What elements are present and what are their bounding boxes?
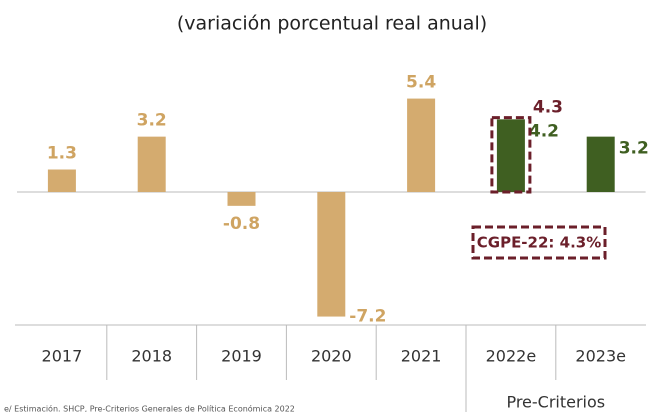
chart-title: (variación porcentual real anual): [177, 13, 487, 35]
value-label: -0.8: [223, 214, 260, 234]
bar: [586, 136, 615, 192]
cgpe-value-label: 4.3: [533, 98, 563, 118]
x-tick-label: 2020: [311, 347, 352, 366]
bar: [407, 98, 436, 192]
cgpe-box: [471, 225, 607, 260]
source-note: e/ Estimación. SHCP, Pre-Criterios Gener…: [4, 404, 295, 412]
value-label: 3.2: [619, 139, 649, 159]
bar: [227, 192, 256, 206]
value-label: 3.2: [137, 111, 167, 131]
value-label: -7.2: [349, 307, 386, 327]
group-label: Pre-Criterios: [506, 393, 605, 412]
x-tick-label: 2017: [42, 347, 83, 366]
bar: [137, 136, 166, 192]
value-label: 1.3: [47, 144, 77, 164]
value-label: 4.2: [529, 121, 559, 141]
x-tick-label: 2022e: [486, 347, 537, 366]
x-tick-label: 2018: [131, 347, 172, 366]
cgpe-marker: [490, 116, 532, 194]
bar: [317, 192, 346, 317]
x-tick-label: 2019: [221, 347, 262, 366]
x-tick-label: 2023e: [575, 347, 626, 366]
bar: [496, 119, 525, 192]
x-tick-label: 2021: [401, 347, 442, 366]
cgpe-label: CGPE-22: 4.3%: [477, 234, 601, 252]
value-label: 5.4: [406, 73, 436, 93]
bar: [47, 169, 76, 192]
